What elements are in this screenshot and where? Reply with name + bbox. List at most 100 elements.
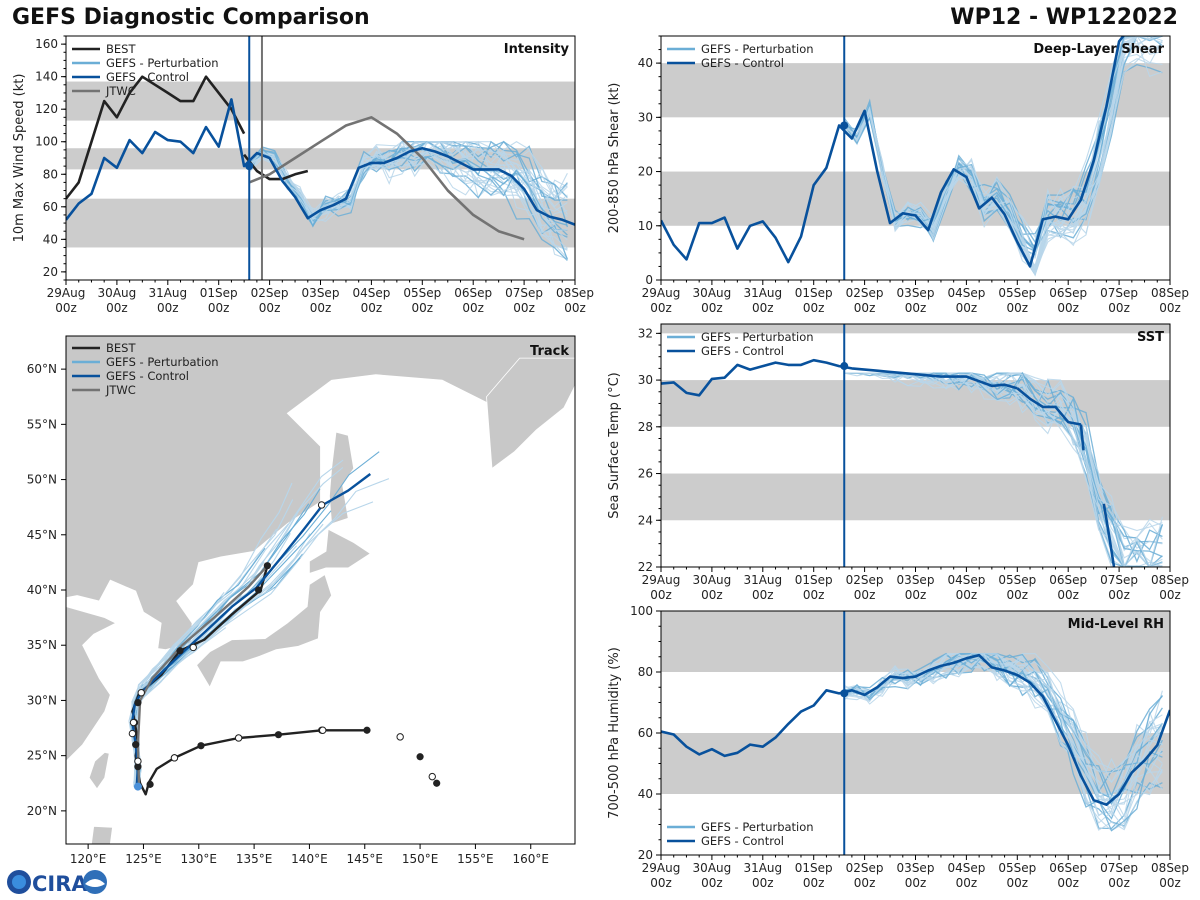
xtick-sublabel: 00z [564,301,586,315]
track-ytick-label: 35°N [27,638,57,652]
xtick-sublabel: 00z [259,301,281,315]
land-kamchatka [486,357,575,470]
perturbation-line-rh [843,652,1163,817]
ytick-label: 100 [630,604,653,618]
best-track-point [134,699,142,707]
forecast-track-point [128,729,137,738]
xtick-label: 04Sep [947,573,985,587]
xtick-label: 30Aug [693,573,732,587]
track-xtick-label: 160°E [512,852,549,866]
xtick-label: 31Aug [743,861,782,875]
panel-title-intensity: Intensity [504,42,570,57]
ytick-label: 30 [638,373,653,387]
xtick-label: 31Aug [743,286,782,300]
best-line-intensity-0 [66,75,246,200]
track-xtick-label: 155°E [457,852,494,866]
forecast-track-point [234,734,243,742]
plot-area-rh [661,652,1170,832]
best-track-point [254,586,263,594]
xtick-sublabel: 00z [752,876,774,890]
legend-label-control: GEFS - Control [701,344,784,358]
ytick-label: 60 [43,200,58,214]
land-sakhalin [328,431,355,525]
forecast-track-point [428,772,436,781]
xtick-label: 06Sep [1049,861,1087,875]
track-ytick-label: 20°N [27,804,57,818]
band-sst-1 [661,380,1170,427]
ytick-label: 0 [645,273,653,287]
panel-title-rh: Mid-Level RH [1068,617,1164,632]
ytick-label: 40 [638,787,653,801]
forecast-track-point [137,689,145,697]
xtick-sublabel: 00z [803,301,825,315]
best-track-point [132,741,140,749]
ytick-label: 26 [638,467,653,481]
track-ytick-label: 25°N [27,749,57,763]
best-track-point [363,726,371,734]
xtick-sublabel: 00z [208,301,230,315]
xtick-sublabel: 00z [650,876,672,890]
xtick-label: 07Sep [1100,573,1138,587]
ylabel-sst: Sea Surface Temp (°C) [607,372,622,519]
ylabel-intensity: 10m Max Wind Speed (kt) [12,74,27,243]
xtick-sublabel: 00z [412,301,434,315]
track-xtick-label: 130°E [181,852,218,866]
forecast-track-point [129,718,138,727]
ytick-label: 24 [638,513,653,527]
legend-label-perturbation: GEFS - Perturbation [106,355,219,369]
xtick-sublabel: 00z [157,301,179,315]
perturbation-line-sst [844,372,1163,567]
storm-id-title: WP12 - WP122022 [950,5,1178,30]
best-track-point [274,731,283,739]
xtick-label: 07Sep [1100,286,1138,300]
xtick-label: 02Sep [846,573,884,587]
initialization-marker-intensity [245,162,254,171]
initial-position-marker [133,782,142,791]
control-line-shear-0 [661,36,1125,268]
perturbation-line-intensity [248,149,568,228]
land-hokkaido [309,528,372,574]
legend-label-perturbation: GEFS - Perturbation [106,56,219,70]
legend-label-best: BEST [106,341,136,355]
xtick-label: 05Sep [403,286,441,300]
track-xtick-label: 125°E [125,852,162,866]
xtick-sublabel: 00z [106,301,128,315]
forecast-track-point [134,757,142,765]
xtick-sublabel: 00z [1159,301,1181,315]
xtick-label: 05Sep [998,573,1036,587]
panel-rh: 2040608010029Aug00z30Aug00z31Aug00z01Sep… [607,604,1189,890]
perturbation-line-shear [843,36,1163,259]
control-line-sst-1 [1016,387,1082,426]
land-east-china [66,606,117,762]
control-line-rh-0 [661,653,1170,806]
control-line-sst-3 [1102,503,1116,567]
ytick-label: 20 [638,848,653,862]
xtick-label: 01Sep [795,573,833,587]
best-track-point [146,780,154,788]
initialization-marker-rh [840,689,849,698]
forecast-track-point [319,726,327,734]
ytick-label: 120 [35,102,58,116]
panel-shear: 01020304029Aug00z30Aug00z31Aug00z01Sep00… [607,35,1189,315]
panel-track: 120°E 125°E 130°E 135°E 140°E 145°E 150°E 155°E… [27,335,576,866]
xtick-label: 04Sep [947,861,985,875]
xtick-label: 03Sep [897,861,935,875]
xtick-label: 07Sep [1100,861,1138,875]
legend-label-control: GEFS - Control [701,834,784,848]
xtick-sublabel: 00z [1007,588,1029,602]
xtick-label: 02Sep [846,861,884,875]
track-xtick-label: 150°E [402,852,439,866]
ylabel-shear: 200-850 hPa Shear (kt) [607,83,622,234]
xtick-label: 03Sep [897,573,935,587]
xtick-sublabel: 00z [1108,588,1130,602]
ytick-label: 10 [638,219,653,233]
best-line-intensity-1 [243,153,309,181]
plot-area-sst [661,358,1164,567]
xtick-sublabel: 00z [310,301,332,315]
xtick-label: 05Sep [998,286,1036,300]
ytick-label: 30 [638,110,653,124]
xtick-sublabel: 00z [956,876,978,890]
ytick-label: 22 [638,560,653,574]
xtick-label: 31Aug [743,573,782,587]
